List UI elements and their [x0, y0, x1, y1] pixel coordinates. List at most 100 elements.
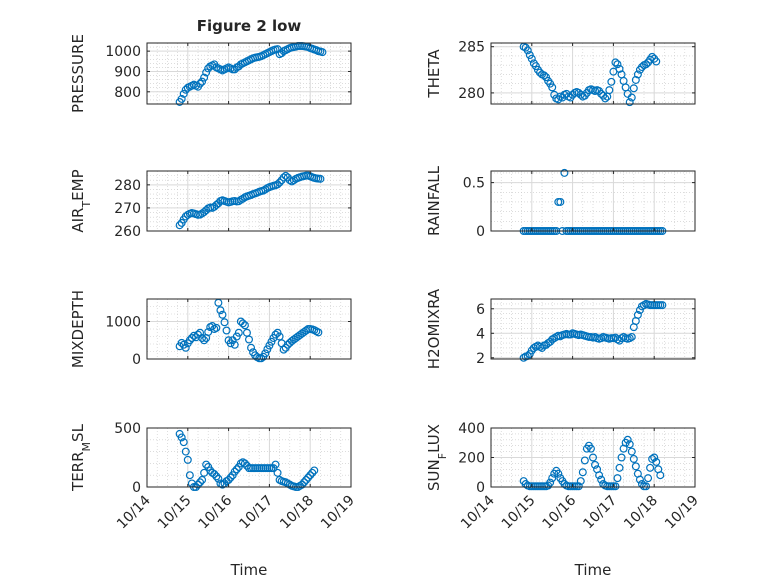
x-axis-label: Time: [230, 561, 268, 579]
data-point: [591, 460, 600, 469]
data-point: [189, 331, 198, 340]
data-point: [222, 326, 231, 335]
data-point: [540, 71, 549, 80]
data-point: [611, 482, 620, 491]
data-point: [202, 460, 211, 469]
y-tick-label: 0: [132, 352, 141, 368]
data-point: [588, 453, 597, 462]
data-point: [289, 176, 298, 185]
data-point: [629, 454, 638, 463]
y-tick-label: 270: [114, 201, 141, 217]
data-point: [204, 328, 213, 337]
data-point: [625, 440, 634, 449]
data-point: [234, 197, 243, 206]
data-point: [232, 465, 241, 474]
data-point: [261, 185, 270, 194]
data-point: [316, 174, 325, 183]
data-point: [595, 471, 604, 480]
data-point: [196, 478, 205, 487]
data-point: [198, 334, 207, 343]
data-point: [200, 73, 209, 82]
data-point: [642, 60, 651, 69]
minor-grid: [490, 43, 696, 104]
y-axis-label: THETA: [425, 49, 443, 99]
y-tick-label: 280: [114, 178, 141, 194]
axes-h2omixra: 2 4 6 H2OMIXRA: [425, 288, 696, 369]
data-point: [605, 86, 614, 95]
data-point: [574, 482, 583, 491]
data-point: [273, 468, 282, 477]
x-tick-label: 10/14: [114, 492, 154, 532]
data-point: [238, 194, 247, 203]
data-point: [179, 438, 188, 447]
data-point: [548, 83, 557, 92]
data-point: [629, 84, 638, 93]
y-axis-label: RAINFALL: [425, 165, 443, 236]
data-point: [652, 457, 661, 466]
y-tick-label: 0.5: [463, 176, 485, 192]
data-point: [318, 48, 327, 57]
data-point: [648, 52, 657, 61]
data-point: [300, 478, 309, 487]
data-point: [308, 468, 317, 477]
x-axis-label: Time: [574, 561, 612, 579]
axes-frame: [146, 42, 352, 105]
axes-frame: [490, 170, 696, 232]
y-tick-label: 285: [458, 40, 485, 56]
x-tick-label: 10/18: [621, 493, 661, 533]
data-point: [183, 455, 192, 464]
data-point: [210, 470, 219, 479]
series-theta: [519, 42, 661, 107]
data-point: [247, 343, 256, 352]
data-point: [234, 328, 243, 337]
data-point: [177, 338, 186, 347]
y-tick-label: 0: [476, 480, 485, 496]
data-point: [627, 332, 636, 341]
x-tick-label: 10/14: [458, 492, 498, 532]
y-tick-label: 260: [114, 224, 141, 240]
data-point: [613, 60, 622, 69]
y-axis-label: SUNFLUX: [425, 424, 449, 491]
data-point: [635, 475, 644, 484]
data-point: [601, 94, 610, 103]
data-point: [576, 477, 585, 486]
y-axis-label: AIRTEMP: [69, 169, 93, 232]
data-point: [586, 444, 595, 453]
minor-grid: [146, 42, 352, 105]
data-point: [177, 94, 186, 103]
data-point: [633, 310, 642, 319]
data-point: [224, 475, 233, 484]
data-point: [578, 468, 587, 477]
y-tick-label: 4: [476, 326, 485, 342]
data-point: [198, 475, 207, 484]
series-h2omixra: [519, 299, 667, 362]
data-point: [314, 328, 323, 337]
axes-frame: [146, 427, 352, 488]
data-point: [613, 474, 622, 483]
x-tick-label: 10/19: [318, 493, 358, 533]
axes-mixdepth: 0 1000 MIXDEPTH: [69, 290, 352, 368]
data-point: [615, 64, 624, 73]
data-point: [631, 75, 640, 84]
data-point: [279, 345, 288, 354]
axes-frame: [146, 170, 352, 232]
data-point: [523, 46, 532, 55]
data-point: [202, 68, 211, 77]
data-point: [179, 89, 188, 98]
y-axis-label: TERRMSL: [69, 423, 93, 492]
data-point: [631, 462, 640, 471]
data-point: [181, 343, 190, 352]
data-point: [556, 197, 565, 206]
x-tick-label: 10/19: [662, 493, 702, 533]
data-point: [196, 79, 205, 88]
y-tick-label: 6: [476, 302, 485, 318]
series-pressure: [175, 42, 327, 106]
data-point: [240, 321, 249, 330]
data-point: [261, 349, 270, 358]
data-point: [212, 323, 221, 332]
data-point: [185, 471, 194, 480]
axes-pressure: 800 900 1000 PRESSURE Figure 2 low: [69, 17, 352, 113]
data-point: [650, 453, 659, 462]
x-tick-label: 10/15: [499, 493, 539, 533]
